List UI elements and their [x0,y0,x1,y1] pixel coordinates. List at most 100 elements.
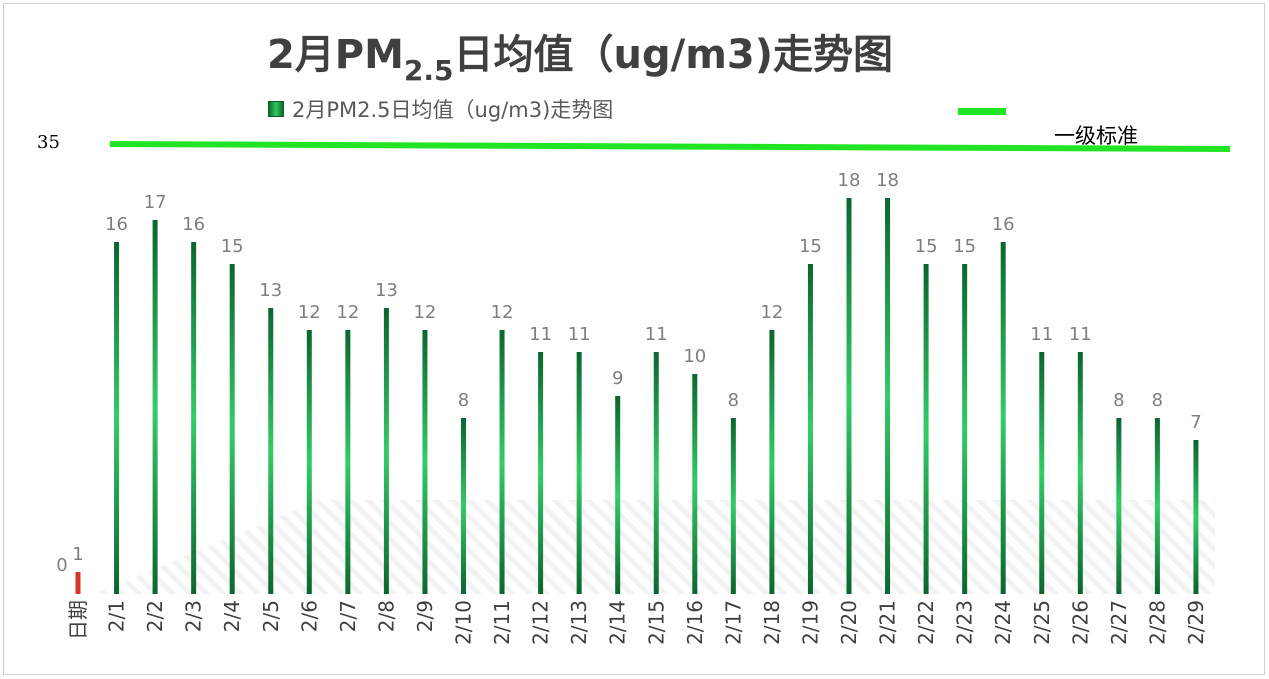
data-label: 15 [915,236,938,257]
data-label-extra: 0 [56,555,67,576]
bar [75,572,81,594]
data-label: 12 [336,302,359,323]
x-tick-label: 2/21 [876,600,900,645]
bar [885,198,891,594]
x-tick-label: 2/23 [953,600,977,645]
x-tick-label: 2/14 [606,600,630,645]
standard-legend-swatch [958,108,1006,115]
bar [345,330,351,594]
legend: 2月PM2.5日均值（ug/m3)走势图 [268,94,613,124]
x-tick-label: 2/26 [1068,600,1092,645]
data-label: 17 [144,192,167,213]
bar [962,264,968,594]
data-label: 10 [683,346,706,367]
data-label: 16 [992,214,1015,235]
x-tick-label: 2/29 [1184,600,1208,645]
bar [1154,418,1160,594]
data-label: 12 [760,302,783,323]
x-tick-label: 2/24 [991,600,1015,645]
bar [807,264,813,594]
data-label: 12 [298,302,321,323]
x-tick-label: 2/19 [798,600,822,645]
bar [1193,440,1199,594]
data-label: 11 [1069,324,1092,345]
bar [461,418,466,594]
x-tick-label: 2/16 [683,600,707,645]
data-label: 15 [799,236,822,257]
data-label: 11 [645,324,668,345]
bar [306,330,312,594]
x-tick-label: 2/25 [1030,600,1054,645]
data-label: 8 [728,390,739,411]
data-label: 8 [1113,390,1124,411]
x-tick-label: 2/22 [914,600,938,645]
bar [538,352,544,594]
x-tick-label: 2/15 [644,600,668,645]
legend-series-label: 2月PM2.5日均值（ug/m3)走势图 [292,98,614,122]
bar [1077,352,1083,594]
data-label: 9 [612,368,623,389]
x-tick-label: 2/6 [297,600,321,632]
data-label: 16 [182,214,205,235]
data-label: 11 [568,324,591,345]
title-main: 2月PM [266,32,404,78]
x-tick-label: 日期 [66,600,90,640]
data-label: 12 [413,302,436,323]
data-label: 15 [221,236,244,257]
x-tick-label: 2/3 [182,600,206,632]
bar [268,308,274,594]
bar [730,418,736,594]
bar [422,330,428,594]
x-tick-label: 2/4 [220,600,244,632]
x-tick-label: 2/13 [567,600,591,645]
x-tick-label: 2/10 [452,600,476,645]
x-tick-label: 2/20 [837,600,861,645]
title-subscript: 2.5 [403,54,454,87]
x-tick-label: 2/11 [490,600,514,645]
bar [1000,242,1006,594]
standard-value-label: 35 [37,132,60,153]
x-tick-label: 2/2 [143,600,167,632]
bar [1116,418,1122,594]
x-tick-label: 2/5 [259,600,283,632]
standard-label: 一级标准 [1054,124,1138,148]
x-tick-label: 2/27 [1107,600,1131,645]
bar [1039,352,1045,594]
bar [229,264,235,594]
title-rest: 日均值（ug/m3)走势图 [453,32,894,78]
data-label: 8 [1152,390,1163,411]
bar [923,264,929,594]
data-label: 7 [1190,412,1201,433]
bar [499,330,505,594]
x-tick-label: 2/8 [374,600,398,632]
bar [114,242,120,594]
data-label: 13 [259,280,282,301]
data-label: 18 [876,170,899,191]
chart-title: 2月PM2.5日均值（ug/m3)走势图 [0,22,1160,87]
bar [769,330,775,594]
bar [383,308,389,594]
x-tick-label: 2/9 [413,600,437,632]
bar [576,352,582,594]
bar [191,242,197,594]
data-label: 13 [375,280,398,301]
standard-line [109,141,1231,152]
bar [653,352,659,594]
data-label: 11 [529,324,552,345]
bar [846,198,852,594]
data-label: 18 [838,170,861,191]
x-tick-label: 2/18 [760,600,784,645]
x-tick-label: 2/28 [1145,600,1169,645]
bar [615,396,621,594]
bar [692,374,698,594]
data-label: 15 [953,236,976,257]
x-tick-label: 2/1 [105,600,129,632]
data-label: 16 [105,214,128,235]
x-tick-label: 2/12 [529,600,553,645]
data-label: 12 [491,302,514,323]
x-tick-label: 2/17 [721,600,745,645]
data-label: 11 [1030,324,1053,345]
data-label: 8 [458,390,469,411]
x-tick-label: 2/7 [336,600,360,632]
